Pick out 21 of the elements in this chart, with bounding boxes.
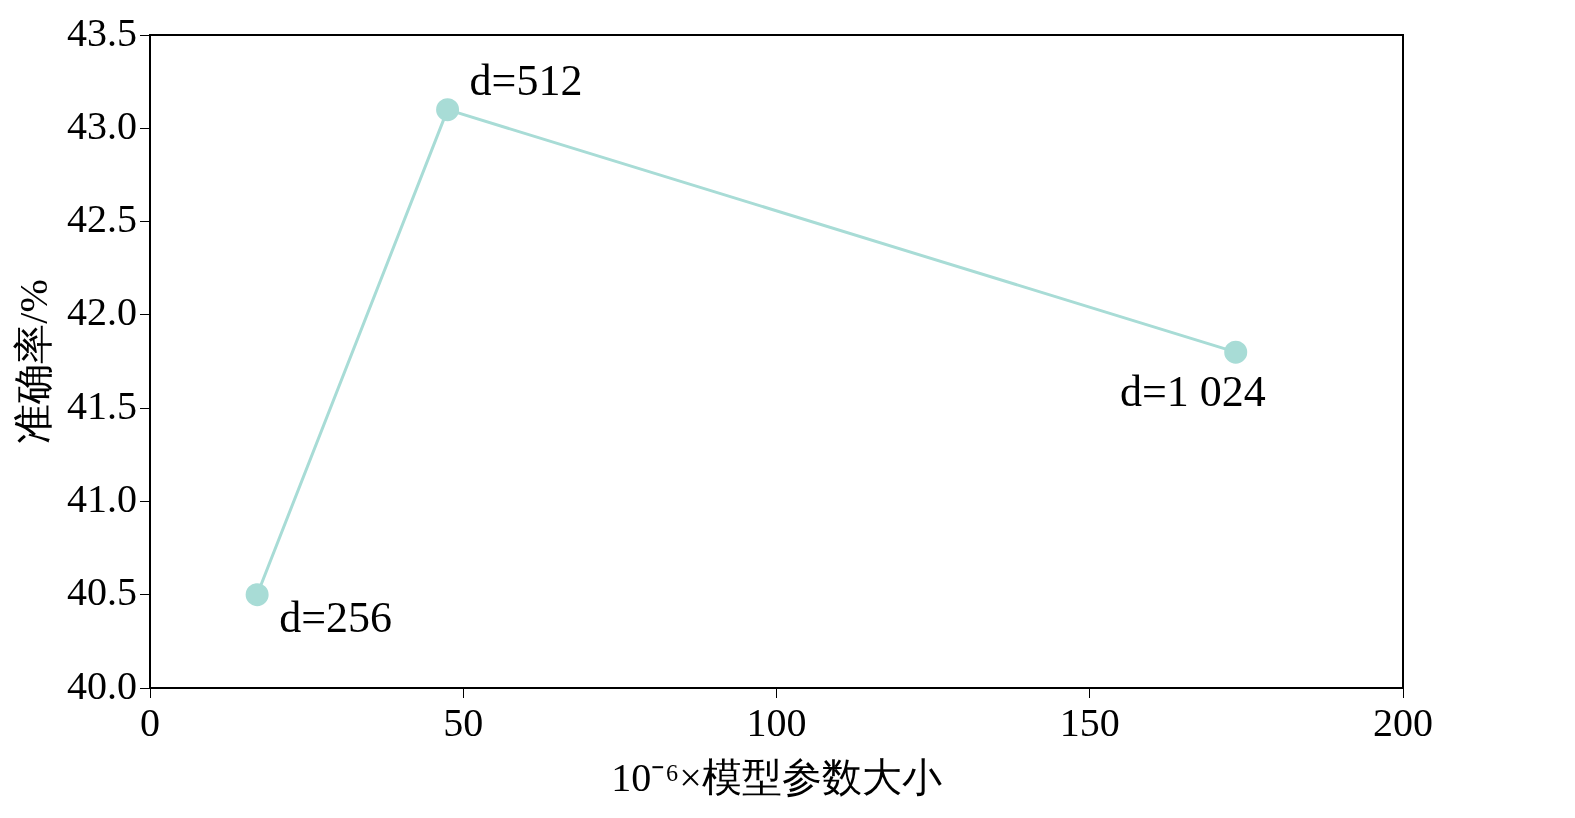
annotation: d=512 <box>469 56 583 106</box>
x-tick-label: 0 <box>140 699 160 745</box>
y-tick-label: 43.5 <box>67 9 137 55</box>
y-tick-label: 41.0 <box>67 475 137 521</box>
x-tick-label: 50 <box>443 699 484 745</box>
y-axis-title: 准确率/% <box>10 279 56 444</box>
y-tick-label: 42.5 <box>67 196 137 242</box>
point <box>1224 340 1248 364</box>
y-tick-label: 42.0 <box>67 289 137 335</box>
y-tick-label: 41.5 <box>67 382 137 428</box>
annotation: d=256 <box>279 593 392 643</box>
annotation: d=1 024 <box>1119 366 1266 416</box>
y-tick-label: 43.0 <box>67 102 137 148</box>
y-tick-label: 40.5 <box>67 569 137 615</box>
point <box>245 583 269 607</box>
y-tick-label: 40.0 <box>67 662 137 708</box>
x-axis-title: 10⁻⁶×模型参数大小 <box>611 754 942 800</box>
point <box>436 98 460 122</box>
x-tick-label: 150 <box>1059 699 1120 745</box>
x-tick-label: 200 <box>1373 699 1433 745</box>
x-tick-label: 100 <box>746 699 807 745</box>
